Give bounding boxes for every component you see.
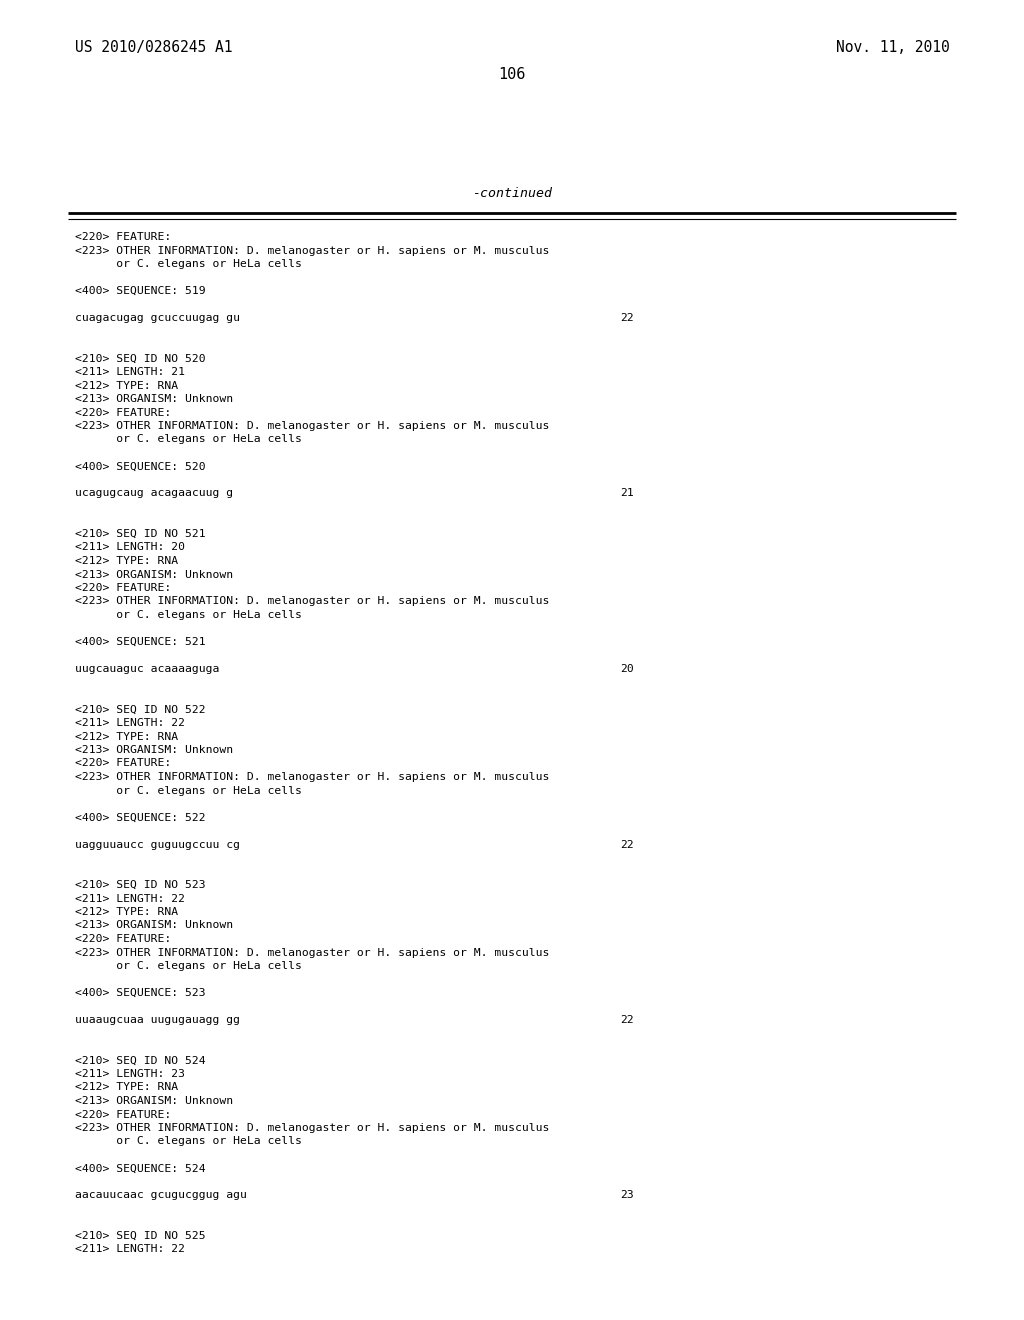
Text: <220> FEATURE:: <220> FEATURE: [75, 1110, 171, 1119]
Text: <210> SEQ ID NO 523: <210> SEQ ID NO 523 [75, 880, 206, 890]
Text: <210> SEQ ID NO 521: <210> SEQ ID NO 521 [75, 529, 206, 539]
Text: or C. elegans or HeLa cells: or C. elegans or HeLa cells [75, 259, 302, 269]
Text: or C. elegans or HeLa cells: or C. elegans or HeLa cells [75, 610, 302, 620]
Text: <223> OTHER INFORMATION: D. melanogaster or H. sapiens or M. musculus: <223> OTHER INFORMATION: D. melanogaster… [75, 1123, 549, 1133]
Text: <400> SEQUENCE: 521: <400> SEQUENCE: 521 [75, 638, 206, 647]
Text: <213> ORGANISM: Unknown: <213> ORGANISM: Unknown [75, 569, 233, 579]
Text: <400> SEQUENCE: 519: <400> SEQUENCE: 519 [75, 286, 206, 296]
Text: uagguuaucc guguugccuu cg: uagguuaucc guguugccuu cg [75, 840, 240, 850]
Text: <220> FEATURE:: <220> FEATURE: [75, 408, 171, 417]
Text: -continued: -continued [472, 187, 552, 201]
Text: <223> OTHER INFORMATION: D. melanogaster or H. sapiens or M. musculus: <223> OTHER INFORMATION: D. melanogaster… [75, 772, 549, 781]
Text: <400> SEQUENCE: 522: <400> SEQUENCE: 522 [75, 813, 206, 822]
Text: 22: 22 [620, 313, 634, 323]
Text: Nov. 11, 2010: Nov. 11, 2010 [837, 40, 950, 55]
Text: <213> ORGANISM: Unknown: <213> ORGANISM: Unknown [75, 393, 233, 404]
Text: 23: 23 [620, 1191, 634, 1200]
Text: <213> ORGANISM: Unknown: <213> ORGANISM: Unknown [75, 920, 233, 931]
Text: or C. elegans or HeLa cells: or C. elegans or HeLa cells [75, 961, 302, 972]
Text: <213> ORGANISM: Unknown: <213> ORGANISM: Unknown [75, 744, 233, 755]
Text: <212> TYPE: RNA: <212> TYPE: RNA [75, 380, 178, 391]
Text: 22: 22 [620, 1015, 634, 1026]
Text: <210> SEQ ID NO 522: <210> SEQ ID NO 522 [75, 705, 206, 714]
Text: <211> LENGTH: 22: <211> LENGTH: 22 [75, 894, 185, 903]
Text: <212> TYPE: RNA: <212> TYPE: RNA [75, 731, 178, 742]
Text: <223> OTHER INFORMATION: D. melanogaster or H. sapiens or M. musculus: <223> OTHER INFORMATION: D. melanogaster… [75, 246, 549, 256]
Text: <220> FEATURE:: <220> FEATURE: [75, 759, 171, 768]
Text: 21: 21 [620, 488, 634, 499]
Text: 20: 20 [620, 664, 634, 675]
Text: 22: 22 [620, 840, 634, 850]
Text: <220> FEATURE:: <220> FEATURE: [75, 232, 171, 242]
Text: <212> TYPE: RNA: <212> TYPE: RNA [75, 556, 178, 566]
Text: <210> SEQ ID NO 520: <210> SEQ ID NO 520 [75, 354, 206, 363]
Text: uugcauaguc acaaaaguga: uugcauaguc acaaaaguga [75, 664, 219, 675]
Text: <213> ORGANISM: Unknown: <213> ORGANISM: Unknown [75, 1096, 233, 1106]
Text: <210> SEQ ID NO 524: <210> SEQ ID NO 524 [75, 1056, 206, 1065]
Text: <223> OTHER INFORMATION: D. melanogaster or H. sapiens or M. musculus: <223> OTHER INFORMATION: D. melanogaster… [75, 948, 549, 957]
Text: ucagugcaug acagaacuug g: ucagugcaug acagaacuug g [75, 488, 233, 499]
Text: <400> SEQUENCE: 524: <400> SEQUENCE: 524 [75, 1163, 206, 1173]
Text: <400> SEQUENCE: 520: <400> SEQUENCE: 520 [75, 462, 206, 471]
Text: or C. elegans or HeLa cells: or C. elegans or HeLa cells [75, 434, 302, 445]
Text: or C. elegans or HeLa cells: or C. elegans or HeLa cells [75, 1137, 302, 1147]
Text: 106: 106 [499, 67, 525, 82]
Text: uuaaugcuaa uugugauagg gg: uuaaugcuaa uugugauagg gg [75, 1015, 240, 1026]
Text: <220> FEATURE:: <220> FEATURE: [75, 583, 171, 593]
Text: <211> LENGTH: 20: <211> LENGTH: 20 [75, 543, 185, 553]
Text: or C. elegans or HeLa cells: or C. elegans or HeLa cells [75, 785, 302, 796]
Text: <211> LENGTH: 21: <211> LENGTH: 21 [75, 367, 185, 378]
Text: <223> OTHER INFORMATION: D. melanogaster or H. sapiens or M. musculus: <223> OTHER INFORMATION: D. melanogaster… [75, 421, 549, 432]
Text: <211> LENGTH: 22: <211> LENGTH: 22 [75, 718, 185, 729]
Text: US 2010/0286245 A1: US 2010/0286245 A1 [75, 40, 232, 55]
Text: cuagacugag gcuccuugag gu: cuagacugag gcuccuugag gu [75, 313, 240, 323]
Text: <211> LENGTH: 23: <211> LENGTH: 23 [75, 1069, 185, 1078]
Text: <400> SEQUENCE: 523: <400> SEQUENCE: 523 [75, 987, 206, 998]
Text: <210> SEQ ID NO 525: <210> SEQ ID NO 525 [75, 1232, 206, 1241]
Text: aacauucaac gcugucggug agu: aacauucaac gcugucggug agu [75, 1191, 247, 1200]
Text: <212> TYPE: RNA: <212> TYPE: RNA [75, 907, 178, 917]
Text: <220> FEATURE:: <220> FEATURE: [75, 935, 171, 944]
Text: <211> LENGTH: 22: <211> LENGTH: 22 [75, 1245, 185, 1254]
Text: <212> TYPE: RNA: <212> TYPE: RNA [75, 1082, 178, 1093]
Text: <223> OTHER INFORMATION: D. melanogaster or H. sapiens or M. musculus: <223> OTHER INFORMATION: D. melanogaster… [75, 597, 549, 606]
